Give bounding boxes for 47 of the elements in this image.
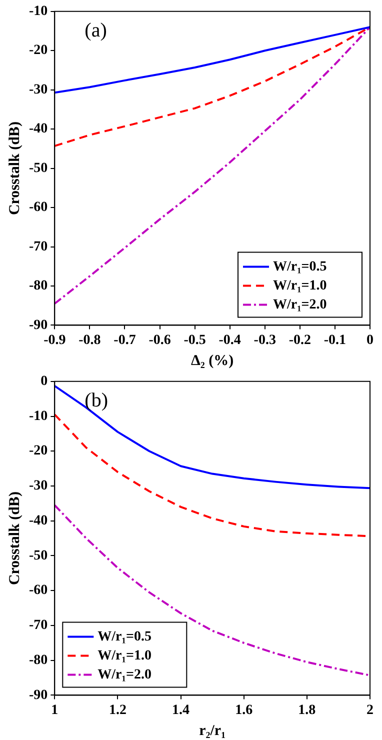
y-axis-title: Crosstalk (dB)	[6, 122, 23, 216]
x-tick-label: 1.6	[235, 703, 253, 718]
x-tick-label: -0.9	[44, 333, 66, 348]
x-tick-label: -0.4	[218, 333, 241, 348]
legend-label: W/r₁=1.0	[273, 278, 327, 294]
x-axis-title: r₂/r₁	[199, 722, 226, 739]
legend-label: W/r₁=0.5	[273, 259, 327, 274]
legend-label: W/r₁=1.0	[98, 648, 152, 664]
annotation: (b)	[84, 390, 108, 412]
y-tick-label: -10	[28, 408, 48, 424]
y-tick-label: -20	[28, 43, 48, 58]
y-tick-label: -80	[28, 652, 48, 668]
x-tick-label: 1.2	[108, 703, 126, 718]
y-tick-label: -60	[28, 583, 48, 598]
x-tick-label: -0.7	[114, 333, 136, 348]
y-tick-label: -30	[28, 478, 48, 494]
y-tick-label: -60	[28, 200, 48, 216]
x-tick-label: 2	[366, 703, 374, 718]
y-tick-label: -10	[28, 4, 48, 20]
x-axis-title: Δ₂ (%)	[191, 352, 234, 369]
x-tick-label: -0.3	[254, 333, 276, 348]
x-tick-label: -0.6	[148, 333, 171, 348]
x-tick-label: -0.5	[184, 333, 206, 348]
x-tick-label: -0.1	[324, 333, 346, 348]
x-tick-label: -0.8	[78, 333, 101, 348]
legend-label: W/r₁=2.0	[273, 297, 327, 312]
y-tick-label: -70	[28, 618, 48, 634]
annotation: (a)	[84, 20, 107, 42]
y-tick-label: -50	[28, 548, 48, 564]
y-tick-label: -40	[28, 513, 48, 528]
y-tick-label: 0	[40, 374, 48, 390]
y-tick-label: -70	[28, 239, 48, 254]
y-tick-label: -90	[28, 688, 48, 703]
y-tick-label: -80	[28, 278, 48, 294]
y-tick-label: -40	[28, 122, 48, 137]
y-tick-label: -90	[28, 318, 48, 333]
y-tick-label: -20	[28, 444, 48, 459]
x-tick-label: 1.4	[172, 703, 190, 718]
x-tick-label: 0	[366, 333, 374, 348]
legend-label: W/r₁=2.0	[98, 667, 152, 682]
x-tick-label: 1	[51, 703, 58, 718]
y-tick-label: -30	[28, 82, 48, 98]
legend-label: W/r₁=0.5	[98, 629, 152, 644]
y-tick-label: -50	[28, 160, 48, 176]
x-tick-label: -0.2	[288, 333, 312, 348]
x-tick-label: 1.8	[298, 703, 316, 718]
y-axis-title: Crosstalk (dB)	[6, 492, 23, 586]
